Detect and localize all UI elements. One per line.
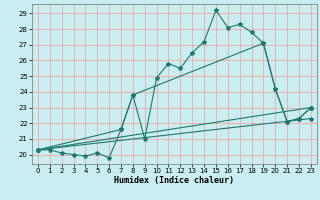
- X-axis label: Humidex (Indice chaleur): Humidex (Indice chaleur): [115, 176, 234, 185]
